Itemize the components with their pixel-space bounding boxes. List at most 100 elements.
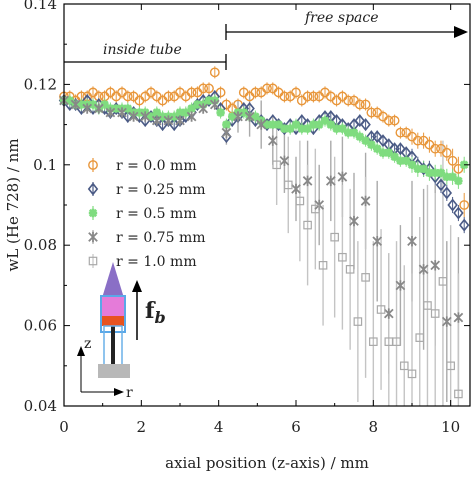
data-point-s3-6 (128, 111, 139, 122)
data-point-s0-66 (441, 147, 452, 158)
data-point-s3-18 (267, 135, 278, 146)
data-point-s3-8 (151, 115, 162, 126)
data-point-s2-61 (413, 164, 422, 174)
data-point-s2-67 (448, 172, 457, 182)
data-point-s4-18 (423, 301, 432, 310)
data-point-s2-23 (193, 100, 202, 109)
data-point-s3-28 (383, 308, 394, 319)
data-point-s2-9 (112, 104, 121, 113)
legend-marker-1 (87, 182, 99, 196)
data-point-s2-53 (367, 140, 376, 149)
data-point-s2-63 (425, 168, 434, 178)
data-point-s0-24 (198, 83, 209, 94)
legend-label-4: r = 1.0 mm (116, 254, 197, 270)
data-point-s3-10 (175, 115, 185, 126)
data-point-s2-27 (216, 108, 225, 117)
data-point-s1-51 (354, 114, 366, 128)
x-tick-label-2: 4 (214, 418, 224, 436)
data-point-s2-7 (100, 100, 109, 109)
y-tick-label-5: 0.14 (24, 0, 57, 13)
force-label: fb (145, 298, 166, 327)
data-point-s3-13 (209, 99, 220, 110)
data-point-s3-25 (349, 215, 359, 227)
x-tick-label-3: 6 (291, 418, 301, 436)
data-point-s4-21 (446, 361, 455, 371)
data-point-s2-48 (338, 124, 347, 133)
data-point-s3-12 (198, 103, 209, 114)
data-point-s1-58 (395, 142, 406, 156)
data-point-s2-28 (222, 120, 231, 129)
data-point-s0-61 (412, 135, 423, 146)
data-point-s0-43 (308, 91, 319, 102)
data-point-s2-54 (373, 144, 382, 153)
plasma-plume-tip (102, 262, 124, 298)
data-point-s2-33 (251, 112, 260, 121)
data-point-s2-44 (315, 120, 324, 129)
data-point-s3-4 (105, 107, 116, 118)
data-point-s2-13 (135, 108, 144, 117)
data-point-s4-0 (272, 160, 281, 170)
data-point-s3-1 (70, 99, 81, 110)
data-point-s0-53 (366, 107, 377, 118)
data-point-s2-17 (158, 112, 167, 121)
data-point-s4-19 (430, 309, 440, 318)
data-point-s2-22 (187, 104, 196, 113)
data-point-s0-51 (354, 99, 365, 110)
force-arrow-head (132, 280, 142, 292)
data-point-s2-68 (454, 176, 463, 186)
data-point-s1-66 (441, 186, 453, 200)
data-point-s0-33 (250, 87, 261, 98)
data-point-s0-18 (163, 91, 174, 102)
data-point-s2-43 (309, 120, 318, 129)
free-space-arrow (225, 24, 468, 40)
data-point-s0-64 (430, 143, 441, 154)
data-point-s4-9 (353, 317, 363, 326)
data-point-s2-50 (349, 128, 359, 137)
base-plate (98, 364, 130, 378)
data-point-s0-25 (204, 83, 214, 94)
data-point-s2-65 (436, 168, 446, 178)
data-point-s2-16 (152, 108, 161, 117)
data-point-s3-34 (453, 312, 464, 323)
data-point-s2-38 (280, 124, 289, 133)
data-point-s0-57 (389, 115, 400, 126)
data-point-s2-45 (320, 116, 330, 125)
y-tick-label-1: 0.06 (24, 317, 57, 335)
inset-z-arrowhead (77, 346, 85, 356)
data-point-s2-29 (228, 112, 237, 121)
data-point-s2-57 (390, 152, 399, 161)
inset-z-label: z (84, 336, 91, 352)
y-tick-label-4: 0.12 (24, 75, 57, 93)
data-point-s0-56 (383, 115, 394, 126)
data-point-s0-35 (262, 83, 272, 94)
data-point-s0-22 (186, 87, 197, 98)
inset-r-label: r (126, 385, 133, 401)
data-point-s3-32 (430, 260, 441, 271)
data-point-s4-3 (303, 220, 312, 230)
markers-layer (58, 67, 470, 399)
data-point-s2-58 (396, 156, 405, 165)
data-point-s3-21 (302, 175, 313, 187)
data-point-s1-52 (360, 118, 371, 132)
data-point-s4-4 (311, 204, 320, 214)
legend-marker-3 (88, 231, 98, 243)
data-point-s4-16 (407, 369, 417, 379)
free-space-label: free space (304, 10, 379, 26)
data-point-s2-66 (442, 172, 451, 182)
data-point-s2-62 (419, 164, 428, 174)
y-tick-label-3: 0.1 (33, 156, 57, 174)
data-point-s2-15 (146, 112, 156, 121)
data-point-s3-16 (244, 111, 255, 122)
data-point-s3-33 (441, 316, 452, 327)
data-point-s2-59 (402, 156, 411, 165)
data-point-s2-51 (355, 132, 364, 141)
data-point-s0-11 (122, 91, 133, 102)
tube-inset: fb z r (77, 262, 166, 401)
data-point-s4-7 (338, 252, 347, 262)
data-point-s4-14 (392, 337, 401, 346)
data-point-s3-19 (279, 155, 290, 166)
data-point-s3-2 (82, 103, 93, 114)
data-point-s2-40 (291, 120, 301, 129)
data-point-s2-3 (77, 100, 86, 109)
